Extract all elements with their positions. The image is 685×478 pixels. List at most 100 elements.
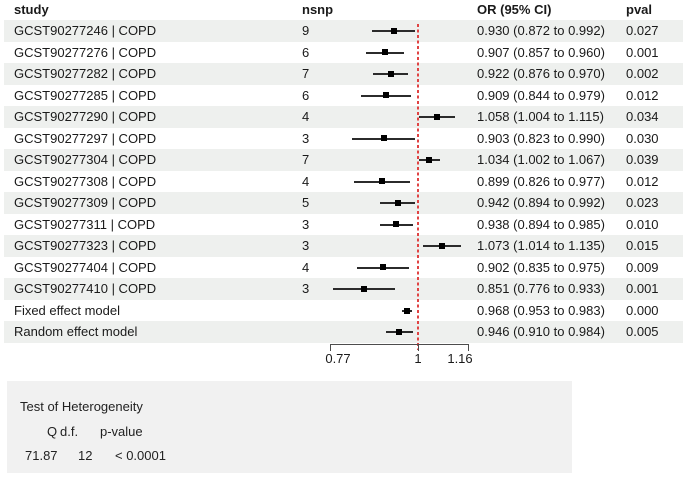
study-label: GCST90277304 | COPD xyxy=(14,152,157,168)
nsnp-value: 6 xyxy=(302,87,310,103)
or-marker xyxy=(404,307,411,314)
column-header-pval: pval xyxy=(626,2,653,17)
x-axis-line xyxy=(330,344,468,345)
nsnp-value: 3 xyxy=(302,281,310,297)
table-row: GCST90277285 | COPD 6 0.909 (0.844 to 0.97… xyxy=(4,85,683,107)
pval-value: 0.027 xyxy=(626,23,659,38)
nsnp-value: 3 xyxy=(302,216,310,232)
study-label: GCST90277410 | COPD xyxy=(14,281,157,297)
pval-value: 0.039 xyxy=(626,152,659,168)
nsnp-value: 9 xyxy=(302,23,310,38)
or-marker xyxy=(393,221,400,228)
table-row: GCST90277308 | COPD 4 0.899 (0.826 to 0.97… xyxy=(4,171,683,193)
or-marker xyxy=(360,285,367,292)
x-axis-tick-label: 1 xyxy=(414,351,422,366)
or-ci-value: 0.968 (0.953 to 0.983) xyxy=(477,302,605,318)
or-ci-value: 0.899 (0.826 to 0.977) xyxy=(477,173,605,189)
or-marker xyxy=(390,27,397,34)
or-ci-value: 0.903 (0.823 to 0.990) xyxy=(477,130,605,146)
or-marker xyxy=(387,70,394,77)
nsnp-value: 3 xyxy=(302,238,310,254)
pval-value: 0.012 xyxy=(626,87,659,103)
study-label: GCST90277309 | COPD xyxy=(14,195,157,211)
or-marker xyxy=(380,135,387,142)
heterogeneity-header-df: d.f. xyxy=(60,424,79,439)
or-ci-value: 0.930 (0.872 to 0.992) xyxy=(477,23,605,38)
or-marker xyxy=(426,156,433,163)
x-axis-tick-label: 1.16 xyxy=(447,351,473,366)
pval-value: 0.023 xyxy=(626,195,659,211)
study-label: GCST90277285 | COPD xyxy=(14,87,157,103)
or-ci-value: 0.907 (0.857 to 0.960) xyxy=(477,44,605,60)
nsnp-value: 4 xyxy=(302,259,310,275)
heterogeneity-title: Test of Heterogeneity xyxy=(20,399,143,414)
or-marker xyxy=(379,178,386,185)
column-header-or-ci: OR (95% CI) xyxy=(477,2,552,17)
study-label: GCST90277308 | COPD xyxy=(14,173,157,189)
heterogeneity-q-value: 71.87 xyxy=(25,448,58,463)
study-label: GCST90277297 | COPD xyxy=(14,130,157,146)
pval-value: 0.012 xyxy=(626,173,659,189)
or-marker xyxy=(380,264,387,271)
heterogeneity-df-value: 12 xyxy=(78,448,93,463)
pval-value: 0.000 xyxy=(626,302,659,318)
heterogeneity-p-value: < 0.0001 xyxy=(115,448,166,463)
study-label: Random effect model xyxy=(14,324,138,340)
pval-value: 0.005 xyxy=(626,324,659,340)
study-label: GCST90277282 | COPD xyxy=(14,66,157,82)
table-row: GCST90277282 | COPD 7 0.922 (0.876 to 0.97… xyxy=(4,63,683,85)
column-header-study: study xyxy=(14,2,49,17)
table-row: GCST90277246 | COPD 9 0.930 (0.872 to 0.99… xyxy=(4,20,683,42)
study-label: GCST90277404 | COPD xyxy=(14,259,157,275)
nsnp-value: 3 xyxy=(302,130,310,146)
or-ci-value: 1.073 (1.014 to 1.135) xyxy=(477,238,605,254)
or-marker xyxy=(394,199,401,206)
reference-line xyxy=(417,24,420,350)
or-marker xyxy=(396,329,403,336)
or-marker xyxy=(382,49,389,56)
heterogeneity-box: Test of Heterogeneity Q d.f. p-value 71.… xyxy=(7,381,572,473)
x-axis-tick xyxy=(468,344,469,351)
study-label: GCST90277246 | COPD xyxy=(14,23,157,38)
table-row: GCST90277323 | COPD 3 1.073 (1.014 to 1.13… xyxy=(4,235,683,257)
or-ci-value: 0.851 (0.776 to 0.933) xyxy=(477,281,605,297)
pval-value: 0.009 xyxy=(626,259,659,275)
table-row: GCST90277304 | COPD 7 1.034 (1.002 to 1.06… xyxy=(4,149,683,171)
study-label: Fixed effect model xyxy=(14,302,120,318)
pval-value: 0.001 xyxy=(626,44,659,60)
pval-value: 0.015 xyxy=(626,238,659,254)
or-ci-value: 0.942 (0.894 to 0.992) xyxy=(477,195,605,211)
nsnp-value: 6 xyxy=(302,44,310,60)
or-ci-value: 0.909 (0.844 to 0.979) xyxy=(477,87,605,103)
table-row: GCST90277410 | COPD 3 0.851 (0.776 to 0.93… xyxy=(4,278,683,300)
or-ci-value: 1.034 (1.002 to 1.067) xyxy=(477,152,605,168)
table-row: Random effect model 0.946 (0.910 to 0.984… xyxy=(4,321,683,343)
x-axis-tick xyxy=(330,344,331,351)
table-row: GCST90277290 | COPD 4 1.058 (1.004 to 1.11… xyxy=(4,106,683,128)
nsnp-value: 5 xyxy=(302,195,310,211)
x-axis-tick xyxy=(418,344,420,351)
pval-value: 0.010 xyxy=(626,216,659,232)
heterogeneity-header-q: Q xyxy=(47,424,58,439)
nsnp-value: 4 xyxy=(302,173,310,189)
or-ci-value: 0.922 (0.876 to 0.970) xyxy=(477,66,605,82)
column-header-nsnp: nsnp xyxy=(302,2,334,17)
pval-value: 0.002 xyxy=(626,66,659,82)
table-row: GCST90277404 | COPD 4 0.902 (0.835 to 0.97… xyxy=(4,257,683,279)
or-ci-value: 0.902 (0.835 to 0.975) xyxy=(477,259,605,275)
or-marker xyxy=(438,242,445,249)
study-label: GCST90277276 | COPD xyxy=(14,44,157,60)
or-ci-value: 0.938 (0.894 to 0.985) xyxy=(477,216,605,232)
table-row: GCST90277276 | COPD 6 0.907 (0.857 to 0.96… xyxy=(4,42,683,64)
study-label: GCST90277323 | COPD xyxy=(14,238,157,254)
x-axis-tick-label: 0.77 xyxy=(325,351,351,366)
study-label: GCST90277290 | COPD xyxy=(14,109,157,125)
or-ci-value: 1.058 (1.004 to 1.115) xyxy=(477,109,604,125)
pval-value: 0.034 xyxy=(626,109,659,125)
nsnp-value: 7 xyxy=(302,152,310,168)
pval-value: 0.030 xyxy=(626,130,659,146)
or-ci-value: 0.946 (0.910 to 0.984) xyxy=(477,324,605,340)
table-row: Fixed effect model 0.968 (0.953 to 0.983)… xyxy=(4,300,683,322)
table-row: GCST90277311 | COPD 3 0.938 (0.894 to 0.98… xyxy=(4,214,683,236)
